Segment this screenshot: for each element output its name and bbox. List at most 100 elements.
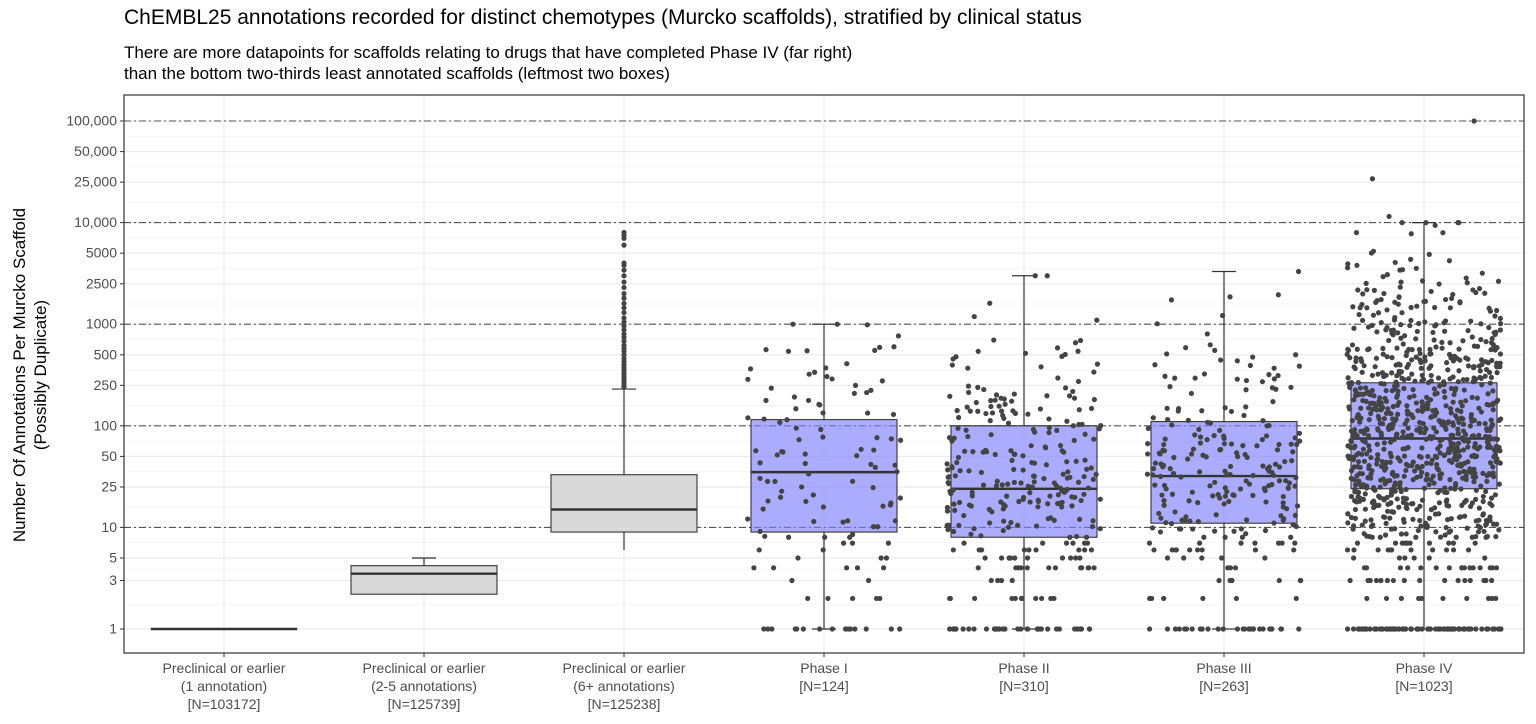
data-point — [1205, 626, 1211, 632]
data-point — [1216, 577, 1222, 584]
data-point — [1077, 337, 1084, 344]
data-point — [1375, 456, 1381, 462]
data-point — [978, 533, 984, 539]
data-point — [1413, 534, 1419, 540]
data-point — [1077, 516, 1083, 522]
box — [550, 474, 698, 533]
data-point — [994, 626, 1001, 632]
data-point — [1220, 626, 1226, 632]
data-point — [1355, 463, 1361, 470]
data-point — [1295, 268, 1302, 275]
data-point — [1271, 376, 1277, 382]
data-point — [1464, 280, 1470, 286]
data-point — [1195, 519, 1201, 525]
data-point — [1072, 340, 1079, 346]
x-tick-label: [N=124] — [799, 678, 848, 694]
data-point — [897, 437, 904, 443]
data-point — [834, 321, 840, 327]
data-point — [1359, 358, 1365, 365]
data-point — [1451, 391, 1457, 398]
data-point — [1355, 494, 1361, 500]
data-point — [1345, 261, 1351, 267]
data-point — [987, 418, 993, 424]
data-point — [1274, 447, 1281, 453]
data-point — [1161, 502, 1167, 508]
data-point — [979, 547, 985, 553]
data-point — [1456, 453, 1463, 459]
data-point — [1378, 407, 1384, 413]
data-point — [868, 461, 874, 467]
data-point — [1372, 364, 1378, 370]
data-point — [1217, 495, 1223, 501]
data-point — [1497, 315, 1504, 322]
data-point — [951, 501, 957, 507]
data-point — [1478, 409, 1485, 415]
data-point — [829, 626, 835, 632]
data-point — [1497, 448, 1503, 454]
data-point — [1496, 481, 1502, 487]
data-point — [1386, 426, 1392, 433]
y-tick-label: 25 — [101, 478, 117, 494]
data-point — [1407, 322, 1413, 329]
data-point — [1428, 414, 1434, 420]
data-point — [1167, 466, 1173, 472]
data-point — [1496, 417, 1502, 423]
data-point — [1011, 479, 1017, 486]
data-point — [1072, 494, 1078, 500]
data-point — [1246, 481, 1253, 487]
data-point — [1062, 385, 1069, 391]
data-point — [1031, 479, 1037, 485]
data-point — [854, 565, 861, 571]
data-point — [1356, 489, 1362, 496]
data-point — [1455, 626, 1462, 632]
y-tick-label: 1 — [109, 621, 117, 637]
data-point — [1145, 451, 1151, 457]
data-point — [1419, 469, 1425, 475]
data-point — [1234, 626, 1241, 632]
data-point — [756, 547, 762, 553]
data-point — [949, 464, 955, 470]
data-point — [1369, 387, 1375, 394]
data-point — [1394, 473, 1400, 479]
data-point — [1428, 507, 1435, 513]
data-point — [1370, 312, 1377, 318]
data-point — [1025, 626, 1031, 632]
data-point — [772, 478, 778, 485]
outlier-point — [621, 229, 627, 236]
data-point — [1185, 417, 1191, 424]
data-point — [1374, 407, 1380, 413]
data-point — [1194, 547, 1201, 553]
data-point — [1367, 392, 1373, 398]
data-point — [840, 540, 847, 546]
data-point — [1439, 339, 1445, 346]
data-point — [1452, 446, 1458, 452]
data-point — [1441, 320, 1447, 326]
data-point — [992, 451, 998, 458]
data-point — [1389, 471, 1395, 477]
data-point — [1409, 357, 1415, 363]
data-point — [947, 626, 953, 632]
data-point — [1222, 493, 1228, 499]
data-point — [1477, 444, 1483, 450]
data-point — [1454, 416, 1461, 422]
data-point — [1443, 547, 1450, 553]
data-point — [1396, 504, 1402, 510]
data-point — [1020, 467, 1026, 473]
data-point — [1472, 454, 1478, 460]
data-point — [1368, 475, 1374, 481]
data-point — [956, 414, 962, 421]
y-tick-label: 10,000 — [74, 214, 117, 230]
data-point — [1070, 423, 1076, 429]
data-point — [1443, 426, 1449, 432]
data-point — [1348, 468, 1355, 474]
data-point — [1266, 422, 1272, 429]
data-point — [872, 464, 878, 470]
data-point — [1388, 492, 1394, 498]
outlier-point — [621, 260, 627, 266]
data-point — [1392, 480, 1398, 486]
data-point — [1297, 438, 1303, 444]
data-point — [1436, 500, 1443, 506]
data-point — [1476, 517, 1482, 523]
data-point — [1228, 441, 1235, 447]
data-point — [1480, 470, 1486, 476]
